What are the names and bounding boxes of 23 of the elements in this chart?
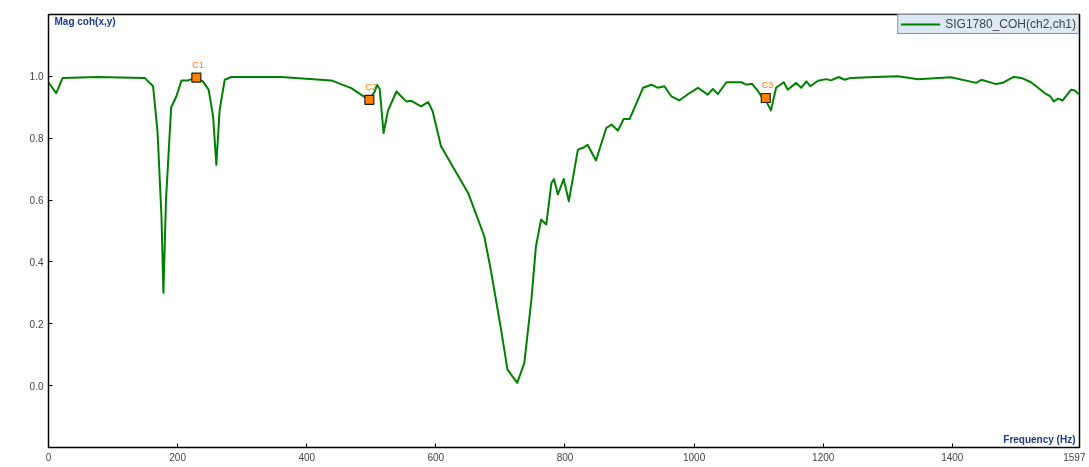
y-tick-label: 0.8	[29, 133, 44, 145]
annotation: C3	[761, 80, 774, 91]
x-axis-title: Frequency (Hz)	[1003, 433, 1076, 445]
x-tick-label: 1597	[1063, 451, 1086, 463]
y-tick-label: 0.4	[29, 256, 44, 268]
x-tick-label: 800	[556, 451, 574, 463]
x-tick-label: 1000	[682, 451, 706, 463]
x-tick-label: 0	[45, 451, 52, 463]
y-tick-label: 0.6	[29, 195, 44, 207]
x-tick-label: 1200	[812, 451, 835, 463]
y-tick-label: 1.0	[29, 71, 44, 83]
y-tick-label: 0.0	[29, 380, 44, 392]
point	[191, 72, 202, 83]
x-tick-label: 200	[169, 451, 187, 463]
y-tick-label: 0.2	[29, 318, 44, 330]
x-tick-label: 1400	[941, 451, 964, 463]
y-axis-title: Mag coh(x,y)	[54, 15, 116, 27]
x-tick-label: 400	[298, 451, 316, 463]
point	[760, 92, 771, 104]
legend-label: SIG1780_COH(ch2,ch1)	[945, 17, 1076, 31]
annotation: C1	[192, 59, 204, 70]
x-tick-label: 600	[427, 451, 445, 463]
point	[364, 94, 375, 105]
